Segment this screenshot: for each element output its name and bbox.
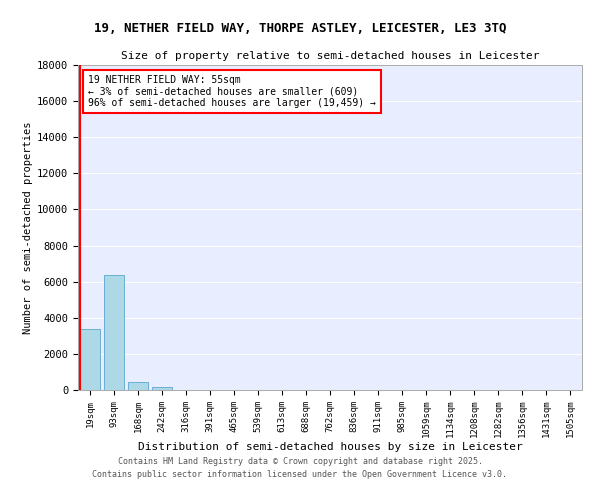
Title: Size of property relative to semi-detached houses in Leicester: Size of property relative to semi-detach… bbox=[121, 52, 539, 62]
X-axis label: Distribution of semi-detached houses by size in Leicester: Distribution of semi-detached houses by … bbox=[137, 442, 523, 452]
Text: Contains public sector information licensed under the Open Government Licence v3: Contains public sector information licen… bbox=[92, 470, 508, 479]
Bar bbox=[128, 382, 148, 390]
Text: 19, NETHER FIELD WAY, THORPE ASTLEY, LEICESTER, LE3 3TQ: 19, NETHER FIELD WAY, THORPE ASTLEY, LEI… bbox=[94, 22, 506, 36]
Y-axis label: Number of semi-detached properties: Number of semi-detached properties bbox=[23, 121, 33, 334]
Bar bbox=[152, 388, 172, 390]
Text: Contains HM Land Registry data © Crown copyright and database right 2025.: Contains HM Land Registry data © Crown c… bbox=[118, 458, 482, 466]
Bar bbox=[80, 328, 100, 390]
Bar bbox=[104, 276, 124, 390]
Text: 19 NETHER FIELD WAY: 55sqm
← 3% of semi-detached houses are smaller (609)
96% of: 19 NETHER FIELD WAY: 55sqm ← 3% of semi-… bbox=[88, 74, 376, 108]
